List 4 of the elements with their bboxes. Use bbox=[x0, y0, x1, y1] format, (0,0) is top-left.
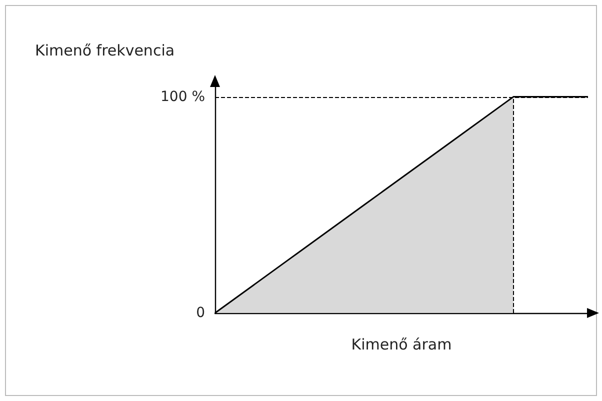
x-axis-title: Kimenő áram bbox=[351, 336, 452, 354]
y-tick-label: 100 % bbox=[160, 88, 205, 105]
y-axis-title: Kimenő frekvencia bbox=[35, 42, 175, 60]
y-tick-label: 0 bbox=[196, 305, 205, 321]
